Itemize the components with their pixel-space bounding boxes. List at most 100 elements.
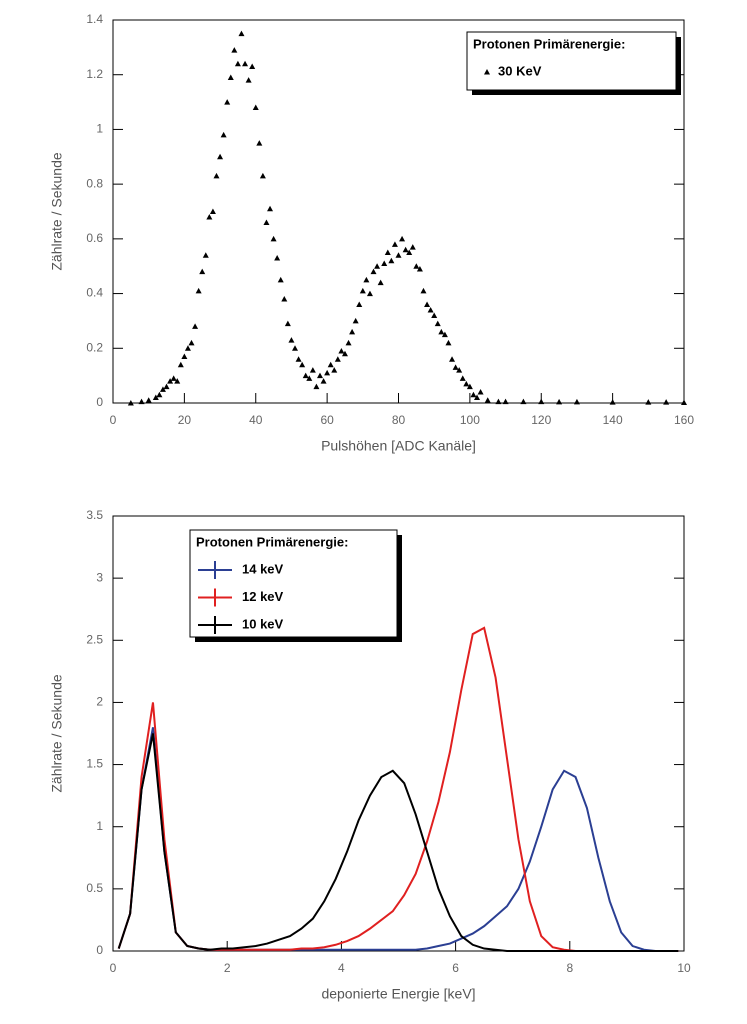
x-tick-label: 4 [338,961,345,975]
data-point [663,399,670,405]
data-point [217,153,224,160]
data-point [252,104,259,111]
data-point [420,287,427,294]
y-tick-label: 0.2 [86,340,103,354]
data-point [192,323,199,329]
data-point [156,391,163,398]
data-point [416,265,423,272]
legend-label: 10 keV [242,616,284,631]
data-point [449,356,456,362]
data-point [309,367,316,373]
data-point [377,279,384,286]
x-tick-label: 8 [566,961,573,975]
x-tick-label: 100 [460,413,480,427]
data-point [645,399,652,405]
x-tick-label: 6 [452,961,459,975]
data-point [477,389,484,395]
legend [466,31,677,91]
data-point [441,331,448,338]
data-point [402,246,409,253]
data-point [206,213,213,220]
data-point [363,276,370,283]
data-point [177,361,184,368]
y-tick-label: 3.5 [86,508,103,522]
x-tick-label: 0 [110,413,117,427]
data-point [334,356,341,362]
data-point [431,312,438,318]
data-point [242,60,249,67]
data-point [502,398,509,405]
y-tick-label: 0 [96,395,103,409]
data-point [438,328,445,335]
data-point [163,383,170,390]
data-point [463,380,470,387]
data-point [320,378,327,384]
x-axis-label: Pulshöhen [ADC Kanäle] [321,438,476,454]
data-point [352,317,359,324]
data-point [459,375,466,381]
x-tick-label: 80 [392,413,406,427]
plot-frame [112,515,685,952]
data-point [356,301,363,308]
y-tick-label: 0.8 [86,176,103,190]
data-point [366,290,373,297]
data-point [427,306,434,313]
x-axis-label: deponierte Energie [keV] [321,986,475,1002]
x-tick-label: 140 [603,413,623,427]
data-point [395,252,402,258]
data-point [202,252,209,258]
data-point [256,140,263,146]
legend-marker [484,69,490,75]
data-point [302,372,309,379]
y-tick-label: 1 [96,122,103,136]
data-point [277,276,284,283]
data-point [220,131,227,138]
y-tick-label: 3 [96,570,103,584]
y-tick-label: 1.4 [86,12,103,26]
data-point [306,375,313,381]
data-point [167,378,174,384]
data-point [681,399,687,405]
data-point [195,287,202,294]
data-point [452,364,459,370]
data-point [295,356,302,362]
y-tick-label: 0.6 [86,231,103,245]
legend-label: 12 keV [242,589,284,604]
y-tick-label: 0.5 [86,881,103,895]
x-tick-label: 40 [249,413,263,427]
y-tick-label: 2.5 [86,632,103,646]
data-point [324,369,331,376]
data-point [274,255,281,261]
data-point [345,339,352,346]
y-axis-label: Zählrate / Sekunde [49,674,65,793]
data-point [213,172,220,179]
y-tick-label: 1.2 [86,67,103,81]
data-point [349,328,356,335]
legend-label: 30 KeV [498,63,542,78]
data-point [199,268,206,275]
data-point [341,350,348,357]
data-point [399,235,406,242]
data-point [409,244,416,250]
x-tick-label: 0 [110,961,117,975]
data-point [520,398,527,405]
data-point [388,257,395,264]
data-point [227,74,234,80]
x-tick-label: 60 [320,413,334,427]
x-tick-label: 120 [531,413,551,427]
data-point [474,394,481,401]
data-point [249,63,256,70]
data-point [152,394,159,401]
data-point [181,353,188,359]
data-point [259,172,266,179]
data-point [370,268,377,275]
data-point [245,77,252,83]
y-tick-label: 0.4 [86,286,103,300]
y-tick-label: 2 [96,695,103,709]
data-point [406,249,413,256]
data-point [445,339,452,346]
data-point [263,219,270,225]
data-point [391,241,398,247]
